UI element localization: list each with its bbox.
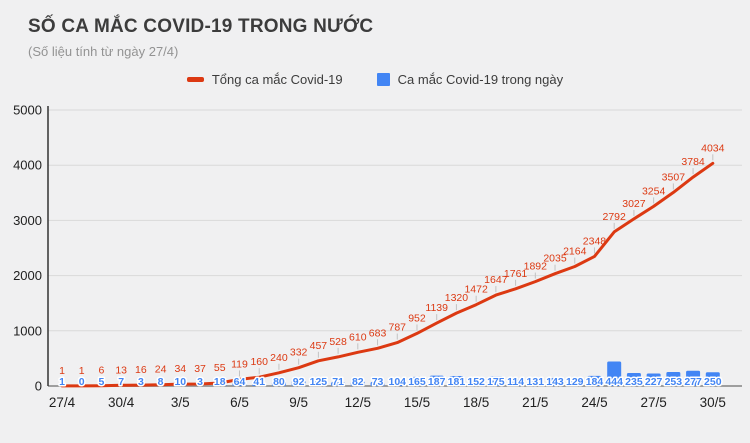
svg-text:277: 277 bbox=[684, 376, 702, 388]
svg-text:80: 80 bbox=[273, 376, 285, 388]
svg-text:165: 165 bbox=[408, 376, 426, 388]
svg-text:253: 253 bbox=[665, 376, 683, 388]
svg-text:82: 82 bbox=[352, 376, 364, 388]
svg-text:21/5: 21/5 bbox=[522, 395, 548, 410]
svg-text:24/5: 24/5 bbox=[581, 395, 607, 410]
svg-text:131: 131 bbox=[527, 376, 545, 388]
svg-text:30/5: 30/5 bbox=[700, 395, 726, 410]
svg-text:30/4: 30/4 bbox=[108, 395, 135, 410]
svg-text:15/5: 15/5 bbox=[404, 395, 430, 410]
svg-text:683: 683 bbox=[369, 327, 387, 339]
svg-text:3000: 3000 bbox=[13, 213, 42, 228]
legend: Tổng ca mắc Covid-19 Ca mắc Covid-19 tro… bbox=[0, 72, 750, 87]
svg-text:1: 1 bbox=[59, 376, 65, 388]
svg-text:9/5: 9/5 bbox=[289, 395, 308, 410]
svg-text:240: 240 bbox=[270, 352, 288, 364]
bar-series-marker-icon bbox=[377, 73, 390, 86]
svg-text:0: 0 bbox=[35, 379, 42, 394]
svg-text:332: 332 bbox=[290, 347, 308, 359]
svg-text:4000: 4000 bbox=[13, 158, 42, 173]
svg-text:152: 152 bbox=[467, 376, 485, 388]
svg-text:0: 0 bbox=[79, 376, 85, 388]
svg-text:27/5: 27/5 bbox=[640, 395, 666, 410]
svg-text:143: 143 bbox=[546, 376, 564, 388]
svg-text:41: 41 bbox=[253, 376, 265, 388]
svg-text:5: 5 bbox=[99, 376, 105, 388]
svg-text:37: 37 bbox=[194, 363, 206, 375]
legend-item-total[interactable]: Tổng ca mắc Covid-19 bbox=[187, 72, 343, 87]
svg-text:184: 184 bbox=[586, 376, 604, 388]
svg-text:5000: 5000 bbox=[13, 103, 42, 118]
svg-text:3: 3 bbox=[138, 376, 144, 388]
svg-text:6: 6 bbox=[99, 365, 105, 377]
svg-text:16: 16 bbox=[135, 364, 147, 376]
svg-text:1000: 1000 bbox=[13, 323, 42, 338]
svg-text:13: 13 bbox=[115, 364, 127, 376]
svg-text:114: 114 bbox=[507, 376, 524, 388]
svg-text:2792: 2792 bbox=[603, 211, 627, 223]
svg-text:457: 457 bbox=[310, 340, 328, 352]
svg-text:3254: 3254 bbox=[642, 185, 666, 197]
svg-text:528: 528 bbox=[329, 336, 347, 348]
page-subtitle: (Số liệu tính từ ngày 27/4) bbox=[28, 44, 373, 59]
svg-text:227: 227 bbox=[645, 376, 663, 388]
svg-text:3027: 3027 bbox=[622, 198, 646, 210]
svg-text:187: 187 bbox=[428, 376, 446, 388]
svg-text:3784: 3784 bbox=[681, 156, 705, 168]
svg-text:181: 181 bbox=[448, 376, 466, 388]
svg-text:4034: 4034 bbox=[701, 142, 725, 154]
legend-label-total: Tổng ca mắc Covid-19 bbox=[212, 72, 343, 87]
legend-label-daily: Ca mắc Covid-19 trong ngày bbox=[398, 72, 563, 87]
line-series-marker-icon bbox=[187, 77, 204, 82]
svg-text:3507: 3507 bbox=[662, 171, 686, 183]
svg-text:3: 3 bbox=[197, 376, 203, 388]
svg-text:18: 18 bbox=[214, 376, 226, 388]
svg-text:160: 160 bbox=[250, 356, 268, 368]
svg-text:125: 125 bbox=[310, 376, 328, 388]
svg-text:952: 952 bbox=[408, 312, 426, 324]
svg-text:7: 7 bbox=[118, 376, 124, 388]
svg-text:71: 71 bbox=[332, 376, 344, 388]
svg-text:18/5: 18/5 bbox=[463, 395, 489, 410]
svg-text:610: 610 bbox=[349, 331, 367, 343]
svg-text:104: 104 bbox=[388, 376, 406, 388]
svg-text:12/5: 12/5 bbox=[345, 395, 371, 410]
svg-text:119: 119 bbox=[231, 358, 248, 370]
svg-text:129: 129 bbox=[566, 376, 584, 388]
svg-text:2348: 2348 bbox=[583, 235, 607, 247]
svg-text:55: 55 bbox=[214, 362, 226, 374]
svg-text:64: 64 bbox=[234, 376, 246, 388]
svg-text:10: 10 bbox=[174, 376, 186, 388]
svg-text:73: 73 bbox=[372, 376, 384, 388]
legend-item-daily[interactable]: Ca mắc Covid-19 trong ngày bbox=[377, 72, 563, 87]
svg-text:3/5: 3/5 bbox=[171, 395, 190, 410]
svg-text:250: 250 bbox=[704, 376, 722, 388]
svg-text:27/4: 27/4 bbox=[49, 395, 76, 410]
chart-header: SỐ CA MẮC COVID-19 TRONG NƯỚC (Số liệu t… bbox=[28, 16, 373, 59]
svg-text:6/5: 6/5 bbox=[230, 395, 249, 410]
svg-text:175: 175 bbox=[487, 376, 505, 388]
svg-text:787: 787 bbox=[388, 322, 406, 334]
svg-text:24: 24 bbox=[155, 364, 167, 376]
svg-text:444: 444 bbox=[605, 376, 623, 388]
svg-text:92: 92 bbox=[293, 376, 305, 388]
svg-text:8: 8 bbox=[158, 376, 164, 388]
page-title: SỐ CA MẮC COVID-19 TRONG NƯỚC bbox=[28, 16, 373, 38]
svg-text:2000: 2000 bbox=[13, 268, 42, 283]
svg-text:235: 235 bbox=[625, 376, 643, 388]
svg-text:34: 34 bbox=[174, 363, 186, 375]
